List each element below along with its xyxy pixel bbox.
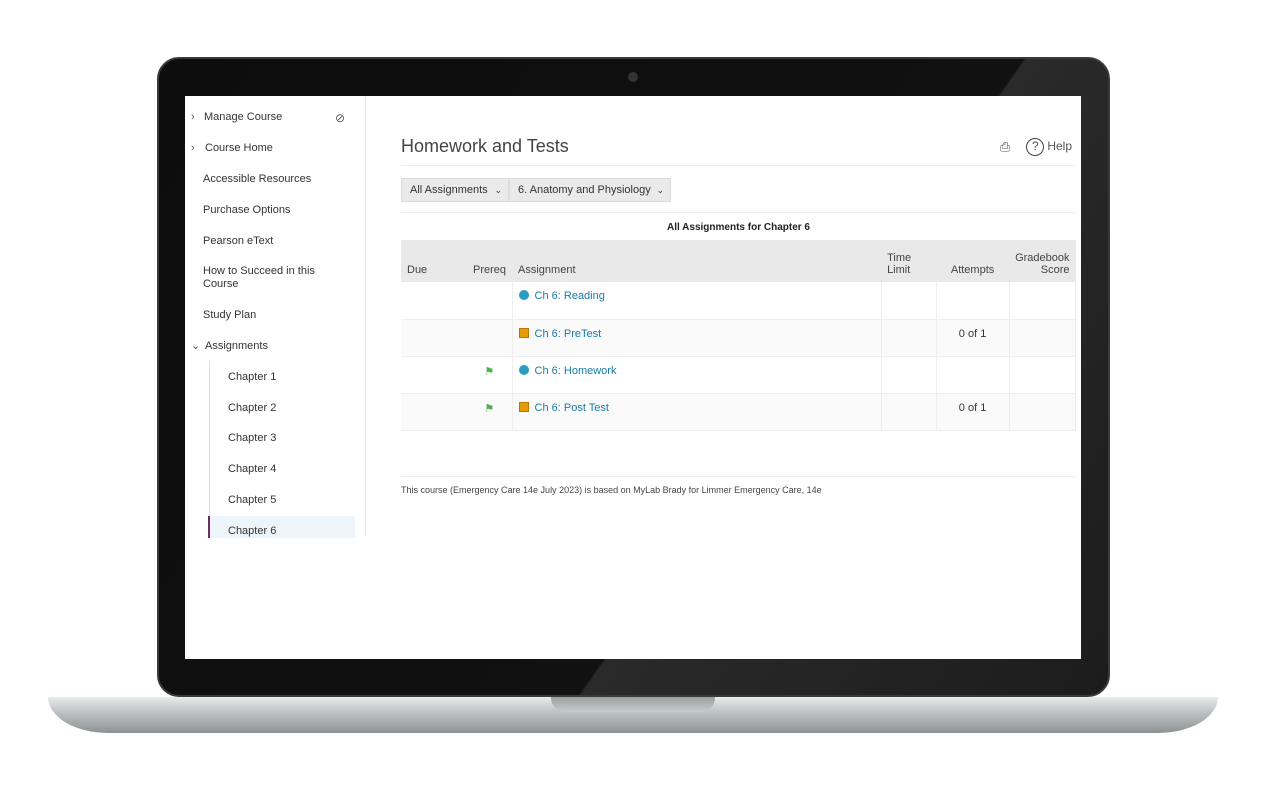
course-footer-note: This course (Emergency Care 14e July 202… bbox=[401, 485, 822, 495]
time-limit-cell bbox=[881, 356, 937, 394]
time-limit-cell bbox=[881, 282, 937, 320]
test-square-icon bbox=[518, 327, 529, 338]
assignment-type-dropdown[interactable]: All Assignments ⌄ bbox=[401, 178, 509, 202]
due-cell bbox=[401, 282, 467, 320]
score-cell bbox=[1009, 356, 1077, 394]
submenu-line bbox=[209, 361, 210, 536]
sidebar-item-study-plan[interactable]: Study Plan bbox=[203, 309, 257, 321]
sidebar-item-accessible-resources[interactable]: Accessible Resources bbox=[203, 173, 312, 185]
due-cell bbox=[401, 319, 467, 357]
time-limit-cell bbox=[881, 319, 937, 357]
assignments-table: Due Prereq Assignment Time Limit Attempt… bbox=[401, 240, 1077, 431]
chevron-down-icon: ⌄ bbox=[494, 185, 502, 195]
table-row: ⚑ Ch 6: Homework bbox=[401, 356, 1077, 394]
sidebar-item-pearson-etext[interactable]: Pearson eText bbox=[203, 235, 274, 247]
assignment-cell: Ch 6: Post Test bbox=[512, 393, 882, 431]
sidebar-chapter-2[interactable]: Chapter 2 bbox=[228, 402, 277, 414]
attempts-cell bbox=[936, 356, 1010, 394]
due-cell bbox=[401, 393, 467, 431]
homework-circle-icon bbox=[518, 290, 529, 300]
assignment-cell: Ch 6: PreTest bbox=[512, 319, 882, 357]
col-prereq: Prereq bbox=[467, 240, 513, 282]
laptop-notch bbox=[551, 697, 715, 712]
score-cell bbox=[1009, 282, 1077, 320]
due-cell bbox=[401, 356, 467, 394]
sidebar-chapter-6[interactable]: Chapter 6 bbox=[208, 516, 355, 538]
hide-eye-icon[interactable]: ⊘ bbox=[335, 111, 346, 125]
chevron-down-icon: ⌄ bbox=[656, 185, 664, 195]
sidebar-item-how-to-succeed[interactable]: How to Succeed in this Course bbox=[203, 265, 315, 290]
divider bbox=[401, 212, 1076, 213]
col-time-limit: Time Limit bbox=[881, 240, 937, 282]
table-row: Ch 6: Reading bbox=[401, 282, 1077, 320]
prereq-cell bbox=[467, 319, 513, 357]
table-caption: All Assignments for Chapter 6 bbox=[667, 222, 810, 233]
sidebar-chapter-1[interactable]: Chapter 1 bbox=[228, 371, 277, 383]
chapter-dropdown[interactable]: 6. Anatomy and Physiology ⌄ bbox=[509, 178, 671, 202]
homework-circle-icon bbox=[518, 364, 529, 375]
prereq-flag-icon: ⚑ bbox=[484, 365, 495, 378]
col-assignment: Assignment bbox=[512, 240, 882, 282]
col-attempts: Attempts bbox=[936, 240, 1010, 282]
screen: › Manage Course ⊘ › Course Home Accessible… bbox=[185, 96, 1081, 659]
chevron-right-icon: › bbox=[191, 142, 195, 154]
attempts-cell: 0 of 1 bbox=[936, 393, 1010, 431]
sidebar-chapter-5[interactable]: Chapter 5 bbox=[228, 494, 277, 506]
sidebar-item-course-home[interactable]: › Course Home bbox=[191, 142, 273, 154]
table-row: Ch 6: PreTest 0 of 1 bbox=[401, 319, 1077, 357]
sidebar-chapter-4[interactable]: Chapter 4 bbox=[228, 463, 277, 475]
prereq-cell: ⚑ bbox=[467, 356, 513, 394]
test-square-icon bbox=[518, 401, 529, 412]
divider bbox=[401, 165, 1076, 166]
assignment-cell: Ch 6: Homework bbox=[512, 356, 882, 394]
prereq-cell bbox=[467, 282, 513, 320]
help-button[interactable]: ? Help bbox=[1026, 138, 1072, 156]
assignment-link[interactable]: Ch 6: PreTest bbox=[534, 327, 602, 340]
chevron-right-icon: › bbox=[191, 111, 195, 123]
table-row: ⚑ Ch 6: Post Test 0 of 1 bbox=[401, 393, 1077, 431]
assignment-link[interactable]: Ch 6: Reading bbox=[534, 290, 605, 302]
help-icon: ? bbox=[1026, 138, 1045, 156]
sidebar-item-assignments[interactable]: ⌄ Assignments bbox=[191, 340, 268, 352]
col-gradebook-score: Gradebook Score bbox=[1009, 240, 1076, 282]
sidebar: › Manage Course ⊘ › Course Home Accessible… bbox=[185, 96, 366, 538]
assignment-link[interactable]: Ch 6: Post Test bbox=[534, 401, 609, 414]
sidebar-item-purchase-options[interactable]: Purchase Options bbox=[203, 204, 291, 216]
sidebar-chapter-3[interactable]: Chapter 3 bbox=[228, 432, 277, 444]
attempts-cell bbox=[936, 282, 1010, 320]
chevron-down-icon: ⌄ bbox=[191, 340, 201, 352]
score-cell bbox=[1009, 319, 1077, 357]
attempts-cell: 0 of 1 bbox=[936, 319, 1010, 357]
assignment-link[interactable]: Ch 6: Homework bbox=[534, 364, 617, 377]
score-cell bbox=[1009, 393, 1077, 431]
print-icon[interactable]: ⎙ bbox=[999, 139, 1011, 154]
prereq-flag-icon: ⚑ bbox=[484, 402, 495, 415]
sidebar-item-manage-course[interactable]: › Manage Course bbox=[191, 111, 283, 123]
assignment-cell: Ch 6: Reading bbox=[512, 282, 882, 320]
page-title: Homework and Tests bbox=[401, 136, 569, 156]
webcam bbox=[628, 72, 638, 82]
divider bbox=[401, 476, 1076, 477]
col-due: Due bbox=[401, 240, 467, 282]
prereq-cell: ⚑ bbox=[467, 393, 513, 431]
time-limit-cell bbox=[881, 393, 937, 431]
